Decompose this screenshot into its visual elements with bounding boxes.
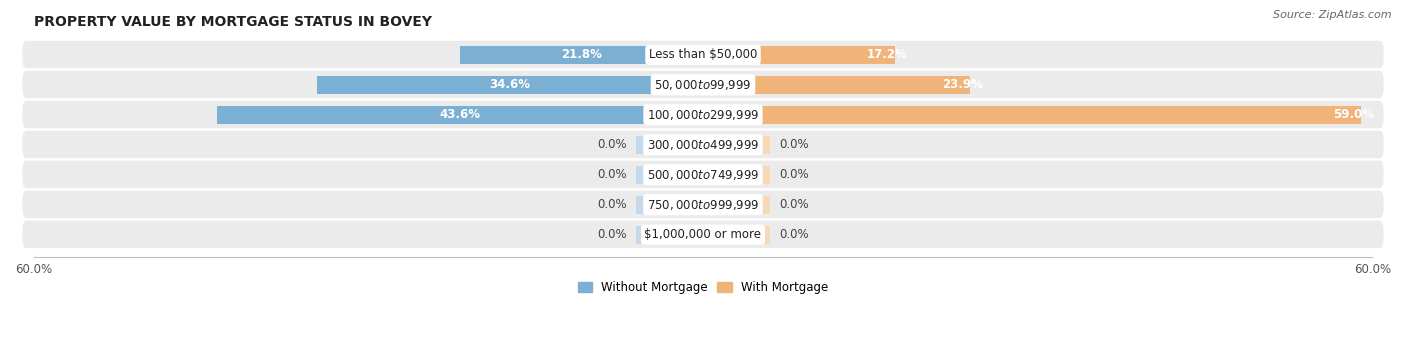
Bar (636, 136, 703, 154)
Text: 17.2%: 17.2% (868, 48, 908, 61)
Text: $1,000,000 or more: $1,000,000 or more (644, 228, 762, 241)
Bar (703, 226, 770, 243)
Text: PROPERTY VALUE BY MORTGAGE STATUS IN BOVEY: PROPERTY VALUE BY MORTGAGE STATUS IN BOV… (34, 15, 432, 29)
Text: 0.0%: 0.0% (779, 228, 808, 241)
FancyBboxPatch shape (22, 131, 1384, 158)
FancyBboxPatch shape (22, 161, 1384, 188)
Bar (703, 46, 894, 64)
Bar (703, 106, 1361, 124)
Text: 0.0%: 0.0% (598, 228, 627, 241)
Text: Less than $50,000: Less than $50,000 (648, 48, 758, 61)
Bar (703, 76, 970, 94)
FancyBboxPatch shape (22, 41, 1384, 68)
FancyBboxPatch shape (22, 221, 1384, 248)
Legend: Without Mortgage, With Mortgage: Without Mortgage, With Mortgage (574, 277, 832, 299)
Text: $500,000 to $749,999: $500,000 to $749,999 (647, 168, 759, 182)
Bar (703, 196, 770, 214)
Bar (636, 196, 703, 214)
Bar (703, 136, 770, 154)
Text: Source: ZipAtlas.com: Source: ZipAtlas.com (1274, 10, 1392, 20)
Bar (217, 106, 703, 124)
Text: $750,000 to $999,999: $750,000 to $999,999 (647, 198, 759, 212)
Text: 43.6%: 43.6% (439, 108, 481, 121)
Text: 0.0%: 0.0% (779, 198, 808, 211)
Text: 0.0%: 0.0% (598, 198, 627, 211)
Text: $100,000 to $299,999: $100,000 to $299,999 (647, 108, 759, 122)
Bar (636, 226, 703, 243)
Text: 59.0%: 59.0% (1333, 108, 1375, 121)
Text: $300,000 to $499,999: $300,000 to $499,999 (647, 138, 759, 152)
Bar (460, 46, 703, 64)
Text: 34.6%: 34.6% (489, 78, 530, 91)
Bar (703, 166, 770, 184)
Text: 0.0%: 0.0% (598, 138, 627, 151)
Text: 0.0%: 0.0% (779, 168, 808, 181)
Text: 0.0%: 0.0% (779, 138, 808, 151)
Text: 0.0%: 0.0% (598, 168, 627, 181)
FancyBboxPatch shape (22, 191, 1384, 218)
FancyBboxPatch shape (22, 101, 1384, 128)
Text: 21.8%: 21.8% (561, 48, 602, 61)
Bar (636, 166, 703, 184)
Bar (316, 76, 703, 94)
Text: $50,000 to $99,999: $50,000 to $99,999 (654, 78, 752, 92)
Text: 23.9%: 23.9% (942, 78, 983, 91)
FancyBboxPatch shape (22, 71, 1384, 98)
